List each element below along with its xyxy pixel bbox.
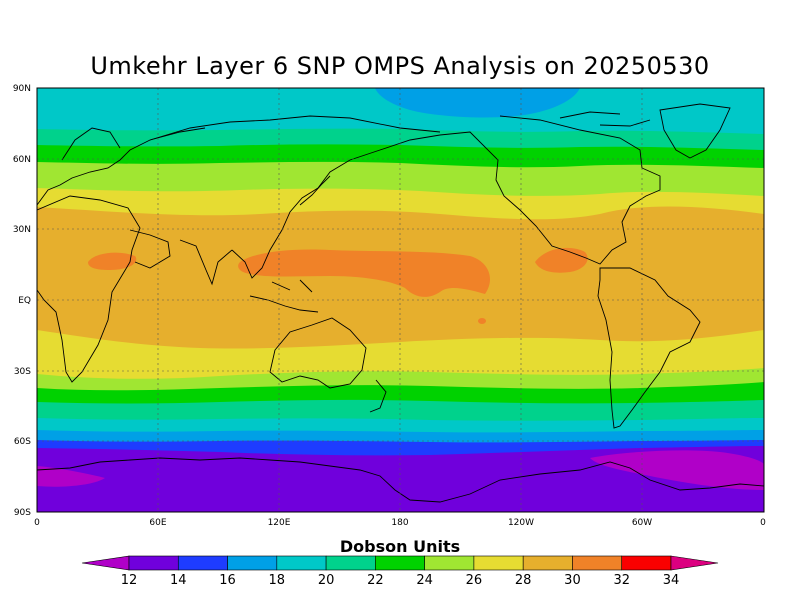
canadian-arctic [559, 111, 651, 127]
colorbar-tick: 18 [269, 573, 286, 588]
lon-tick: 0 [760, 518, 766, 528]
colorbar-tick: 14 [170, 573, 187, 588]
band-below-12-west [37, 466, 105, 487]
band-18-20-north [37, 88, 764, 134]
colorbar: 12 14 16 18 20 22 24 26 28 30 32 34 [81, 555, 719, 588]
nz-coast [369, 379, 387, 413]
colorbar-tick: 12 [121, 573, 138, 588]
colorbar-tick: 20 [318, 573, 335, 588]
scandinavia-coast [61, 127, 121, 161]
colorbar-box [522, 555, 573, 571]
plot-frame [36, 87, 765, 513]
colorbar-tick: 24 [416, 573, 433, 588]
band-12-14-south [37, 446, 764, 512]
africa-coast [37, 195, 141, 383]
lat-tick: 90N [13, 84, 31, 94]
lon-tick: 0 [34, 518, 40, 528]
colorbar-box [424, 555, 475, 571]
colorbar-tick: 28 [515, 573, 532, 588]
lat-tick: 60N [13, 155, 31, 165]
antarctica-coast [37, 457, 764, 503]
colorbar-box [572, 555, 623, 571]
lon-tick: 120E [268, 518, 291, 528]
graticule [37, 88, 764, 512]
band-below-12-east [590, 450, 764, 490]
arabia-coast [129, 229, 171, 269]
lon-tick: 180 [391, 518, 408, 528]
colorbar-tick: 32 [613, 573, 630, 588]
japan-coast [299, 175, 331, 206]
colorbar-box [621, 555, 672, 571]
colorbar-box [276, 555, 327, 571]
colorbar-tick: 16 [219, 573, 236, 588]
south-america-coast [597, 267, 701, 429]
lat-tick: EQ [18, 296, 31, 306]
colorbar-box [177, 555, 228, 571]
ozone-field [37, 88, 764, 512]
greenland-coast [659, 103, 731, 159]
lon-tick: 60E [149, 518, 166, 528]
colorbar-box [325, 555, 376, 571]
lat-tick: 30S [14, 367, 31, 377]
colorbar-label: Dobson Units [339, 537, 461, 556]
lat-tick: 30N [13, 225, 31, 235]
colorbar-tick: 30 [564, 573, 581, 588]
colorbar-box [375, 555, 425, 571]
lon-tick: 60W [632, 518, 652, 528]
australia-coast [269, 317, 367, 389]
asia-north-coast [149, 115, 441, 141]
colorbar-tick: 26 [466, 573, 483, 588]
lat-tick: 60S [14, 437, 31, 447]
india-coast [179, 239, 233, 286]
coastlines [37, 103, 764, 503]
max-spot [478, 318, 486, 324]
colorbar-over-triangle [670, 555, 719, 571]
lon-tick: 120W [508, 518, 534, 528]
lat-tick: 90S [14, 508, 31, 518]
north-america-coast [439, 115, 661, 265]
max-indian [88, 252, 137, 270]
band-16-18-north [375, 88, 580, 118]
colorbar-box [473, 555, 524, 571]
asia-east-coast [231, 134, 441, 279]
colorbar-under-triangle [81, 555, 130, 571]
map-title: Umkehr Layer 6 SNP OMPS Analysis on 2025… [90, 52, 710, 80]
colorbar-box [227, 555, 278, 571]
colorbar-tick: 22 [367, 573, 384, 588]
max-pacific [238, 249, 490, 297]
colorbar-tick: 34 [663, 573, 680, 588]
colorbar-box [128, 555, 179, 571]
seasia-islands [249, 279, 319, 313]
